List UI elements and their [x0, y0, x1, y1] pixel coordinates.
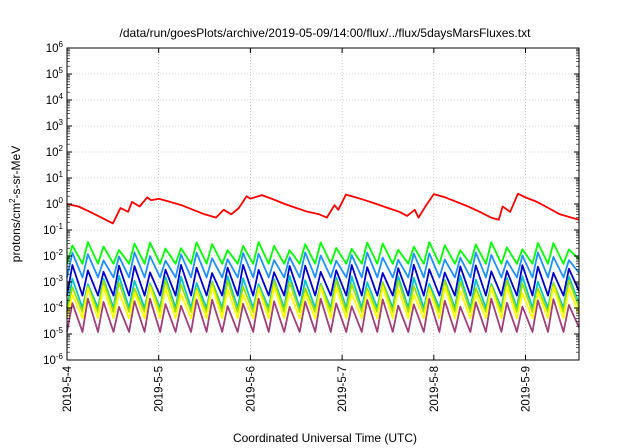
y-tick-label: 10-1	[43, 222, 63, 237]
y-tick-label: 105	[46, 66, 64, 81]
y-axis-label: protons/cm2-s-sr-MeV	[8, 146, 23, 262]
y-tick-label: 10-2	[43, 248, 63, 263]
series-line	[66, 192, 580, 225]
y-tick-exponent: -6	[56, 352, 64, 361]
y-tick-exponent: 0	[59, 196, 64, 205]
y-tick-base: 10	[43, 355, 56, 367]
axis-ticks: 10-610-510-410-310-210-11001011021031041…	[43, 40, 579, 412]
series-line	[66, 279, 580, 313]
series-lines	[66, 192, 580, 333]
x-tick-label: 2019-5-6	[245, 366, 257, 412]
y-tick-label: 10-4	[43, 300, 63, 315]
y-tick-exponent: 1	[59, 170, 64, 179]
x-tick-label: 2019-5-7	[337, 366, 349, 412]
y-axis-label-sup: 2	[8, 198, 17, 203]
y-tick-label: 10-5	[43, 326, 63, 341]
y-tick-base: 10	[46, 121, 59, 133]
y-tick-base: 10	[43, 303, 56, 315]
y-tick-base: 10	[46, 173, 59, 185]
y-tick-base: 10	[43, 277, 56, 289]
y-tick-base: 10	[43, 225, 56, 237]
y-tick-exponent: -5	[56, 326, 64, 335]
y-tick-exponent: 2	[59, 144, 64, 153]
series-line	[66, 297, 580, 333]
y-tick-exponent: 5	[59, 66, 64, 75]
y-tick-label: 104	[46, 92, 64, 107]
y-tick-base: 10	[46, 199, 59, 211]
series-line	[66, 263, 580, 297]
y-tick-exponent: -3	[56, 274, 64, 283]
chart-title: /data/run/goesPlots/archive/2019-05-09/1…	[120, 26, 532, 40]
y-tick-base: 10	[46, 43, 59, 55]
x-tick-label: 2019-5-9	[521, 366, 533, 412]
series-line	[66, 251, 580, 279]
y-tick-base: 10	[46, 69, 59, 81]
y-tick-label: 10-3	[43, 274, 63, 289]
y-tick-label: 106	[46, 40, 64, 55]
series-line	[66, 241, 580, 265]
y-tick-exponent: 6	[59, 40, 64, 49]
x-tick-label: 2019-5-8	[429, 366, 441, 412]
y-tick-exponent: -2	[56, 248, 64, 257]
y-axis-label-main: protons/cm	[9, 203, 23, 262]
y-tick-base: 10	[43, 329, 56, 341]
x-tick-label: 2019-5-4	[62, 365, 74, 412]
x-tick-label: 2019-5-5	[154, 366, 166, 412]
y-tick-label: 102	[46, 144, 64, 159]
y-axis-label-rest: -s-sr-MeV	[9, 146, 23, 199]
y-tick-label: 101	[46, 170, 64, 185]
y-tick-base: 10	[46, 95, 59, 107]
series-line	[66, 285, 580, 320]
y-tick-exponent: -4	[56, 300, 64, 309]
y-tick-label: 103	[46, 118, 64, 133]
y-tick-exponent: 4	[59, 92, 64, 101]
y-tick-exponent: 3	[59, 118, 64, 127]
y-tick-base: 10	[46, 147, 59, 159]
y-tick-exponent: -1	[56, 222, 64, 231]
y-tick-base: 10	[43, 251, 56, 263]
y-tick-label: 10-6	[43, 352, 63, 367]
x-axis-label: Coordinated Universal Time (UTC)	[233, 431, 417, 445]
y-tick-label: 100	[46, 196, 64, 211]
